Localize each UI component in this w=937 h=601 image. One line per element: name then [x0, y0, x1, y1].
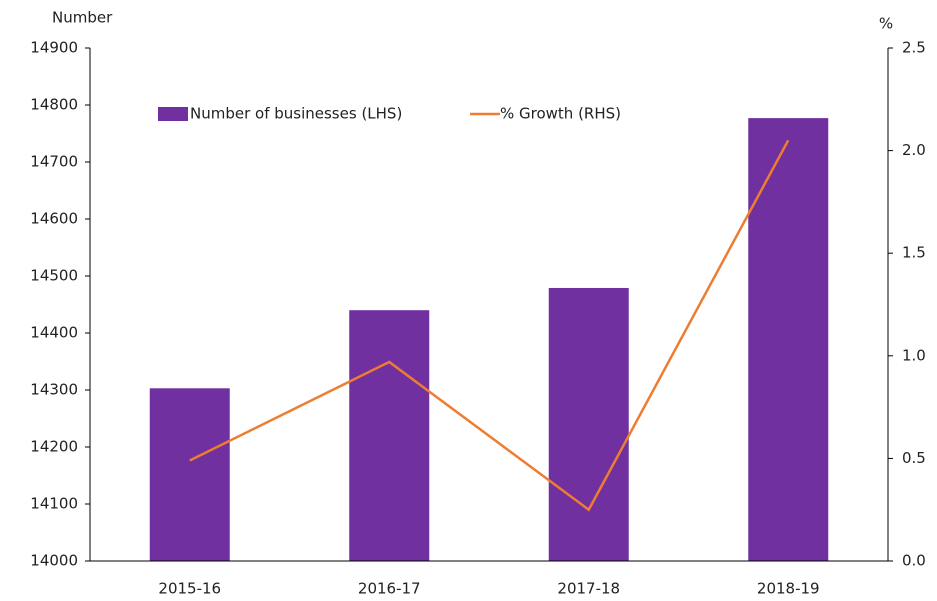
y2-tick-label: 2.5 [902, 39, 926, 57]
y2-tick-label: 0.5 [902, 449, 926, 467]
line [189, 139, 790, 512]
legend-swatch [158, 107, 188, 121]
bar [748, 118, 829, 562]
y2-tick-label: 2.0 [902, 141, 926, 159]
y-tick-label: 14700 [30, 153, 78, 171]
legend-label: Number of businesses (LHS) [190, 105, 402, 123]
y2-axis-label: % [879, 15, 893, 33]
x-tick-label: 2018-19 [757, 580, 820, 598]
y-tick-label: 14200 [30, 438, 78, 456]
y-axis-label: Number [52, 9, 113, 27]
y2-tick-label: 1.0 [902, 346, 926, 364]
y2-tick-label: 1.5 [902, 244, 926, 262]
legend-label: % Growth (RHS) [500, 105, 621, 123]
y-tick-label: 14500 [30, 267, 78, 285]
x-tick-label: 2017-18 [557, 580, 620, 598]
y-tick-label: 14000 [30, 552, 78, 570]
y-tick-label: 14400 [30, 324, 78, 342]
y-tick-label: 14300 [30, 381, 78, 399]
y-tick-label: 14900 [30, 39, 78, 57]
bar [548, 287, 629, 561]
bar [149, 388, 230, 561]
y-tick-label: 14100 [30, 495, 78, 513]
y-tick-label: 14600 [30, 210, 78, 228]
y2-tick-label: 0.0 [902, 552, 926, 570]
bar [349, 310, 430, 561]
x-tick-label: 2015-16 [158, 580, 221, 598]
x-tick-label: 2016-17 [358, 580, 421, 598]
y-tick-label: 14800 [30, 96, 78, 114]
